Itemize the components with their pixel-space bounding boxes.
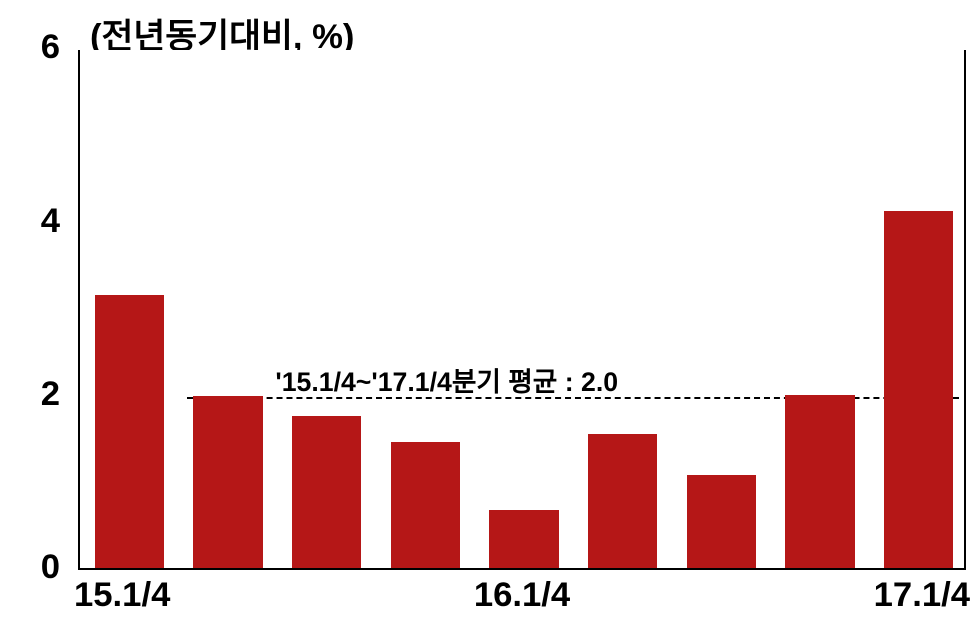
- bar: [95, 295, 164, 568]
- reference-line-label: '15.1/4~'17.1/4분기 평균 : 2.0: [275, 360, 618, 399]
- x-tick-label: 17.1/4: [874, 576, 970, 615]
- bar: [193, 396, 262, 568]
- x-tick-label: 16.1/4: [462, 576, 582, 615]
- bar: [884, 211, 953, 568]
- bar: [785, 395, 854, 568]
- y-tick-label: 4: [41, 202, 60, 241]
- bar-chart: (전년동기대비, %) '15.1/4~'17.1/4분기 평균 : 2.0 0…: [0, 0, 977, 638]
- plot-area: '15.1/4~'17.1/4분기 평균 : 2.0: [78, 50, 966, 570]
- bar: [489, 510, 558, 568]
- bar: [292, 416, 361, 568]
- x-tick-label: 15.1/4: [74, 576, 170, 615]
- y-tick-label: 2: [41, 375, 60, 414]
- y-tick-label: 0: [41, 548, 60, 587]
- bar: [391, 442, 460, 568]
- bar: [588, 434, 657, 568]
- bar: [687, 475, 756, 568]
- y-tick-label: 6: [41, 28, 60, 67]
